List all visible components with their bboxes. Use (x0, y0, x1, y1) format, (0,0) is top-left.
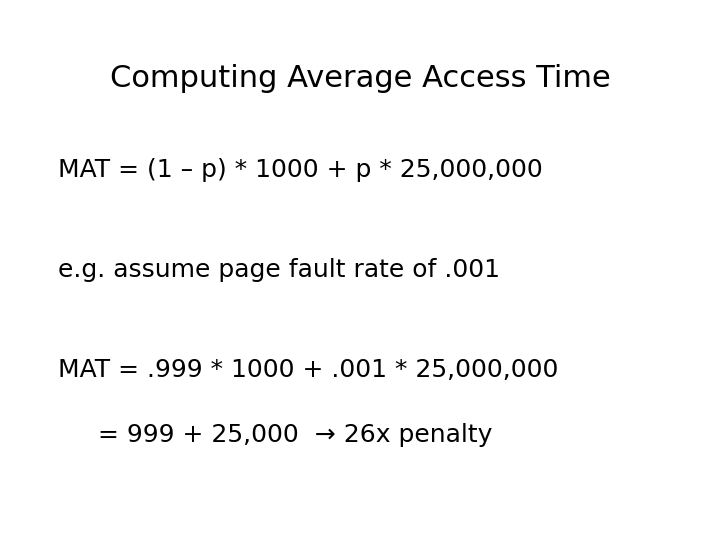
Text: MAT = .999 * 1000 + .001 * 25,000,000: MAT = .999 * 1000 + .001 * 25,000,000 (58, 358, 558, 382)
Text: MAT = (1 – p) * 1000 + p * 25,000,000: MAT = (1 – p) * 1000 + p * 25,000,000 (58, 158, 542, 182)
Text: e.g. assume page fault rate of .001: e.g. assume page fault rate of .001 (58, 258, 500, 282)
Text: Computing Average Access Time: Computing Average Access Time (109, 64, 611, 93)
Text: = 999 + 25,000  → 26x penalty: = 999 + 25,000 → 26x penalty (58, 423, 492, 447)
